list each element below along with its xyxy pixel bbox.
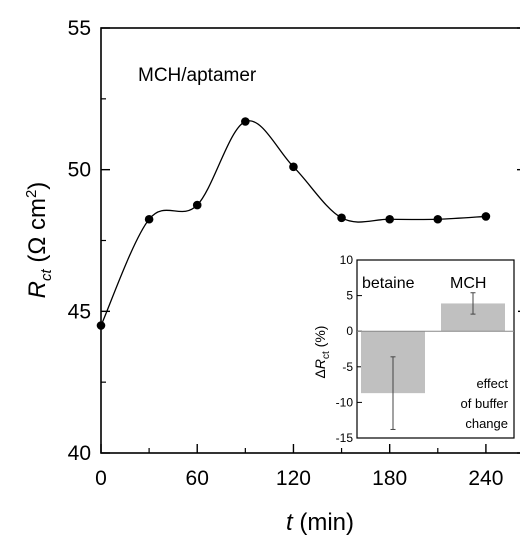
x-tick-label: 60 [186, 467, 209, 490]
main-annotation: MCH/aptamer [138, 65, 257, 86]
y-axis-var-sub: ct [38, 268, 55, 281]
inset-y-axis-var: R [312, 359, 328, 369]
inset-y-tick-label: -5 [342, 360, 353, 374]
y-axis-unit: (Ω cm [24, 198, 51, 269]
y-tick-label: 55 [68, 17, 91, 40]
inset-y-axis-delta: Δ [312, 369, 328, 378]
inset-note-line-1: effect [476, 376, 508, 391]
inset-y-axis-var-sub: ct [321, 351, 332, 359]
x-tick-label: 120 [276, 467, 311, 490]
inset-y-axis-unit: (%) [312, 326, 328, 352]
data-point [433, 214, 443, 224]
inset-y-axis-title: ΔRct (%) [312, 326, 332, 379]
inset-note-line-2: of buffer [461, 396, 509, 411]
inset-category-betaine: betaine [362, 275, 415, 292]
y-tick-label: 45 [68, 300, 91, 323]
inset-y-tick-label: -15 [336, 431, 354, 445]
data-point [241, 117, 250, 126]
x-axis-var: t [286, 509, 294, 536]
inset-y-tick-label: -10 [336, 395, 354, 409]
data-point [96, 321, 106, 330]
x-tick-label: 0 [95, 467, 107, 490]
data-point [337, 213, 346, 223]
y-tick-label: 50 [68, 159, 91, 182]
x-tick-label: 240 [468, 467, 503, 490]
y-axis-unit-close: ) [24, 182, 51, 190]
data-point [144, 214, 154, 224]
inset-y-tick-label: 0 [346, 324, 353, 338]
inset-y-tick-label: 10 [340, 253, 354, 267]
inset-plot-frame [356, 259, 515, 439]
y-axis-title: Rct (Ω cm2) [23, 182, 55, 299]
x-axis-unit: (min) [293, 509, 354, 536]
inset-category-mch: MCH [450, 275, 486, 292]
y-axis-unit-sup: 2 [23, 190, 40, 198]
data-point [385, 214, 394, 224]
inset-note-line-3: change [465, 416, 508, 431]
data-point [481, 212, 491, 221]
inset-chart: 10 5 0 -5 -10 -15 betaine MCH effect of buffe… [312, 253, 518, 445]
y-axis-var: R [24, 281, 51, 298]
x-axis-title: t (min) [286, 509, 354, 536]
y-tick-label: 40 [68, 442, 91, 465]
x-tick-label: 180 [372, 467, 407, 490]
series-line [100, 120, 486, 326]
data-point [192, 200, 202, 210]
inset-y-tick-label: 5 [346, 289, 353, 303]
data-point [289, 162, 298, 172]
